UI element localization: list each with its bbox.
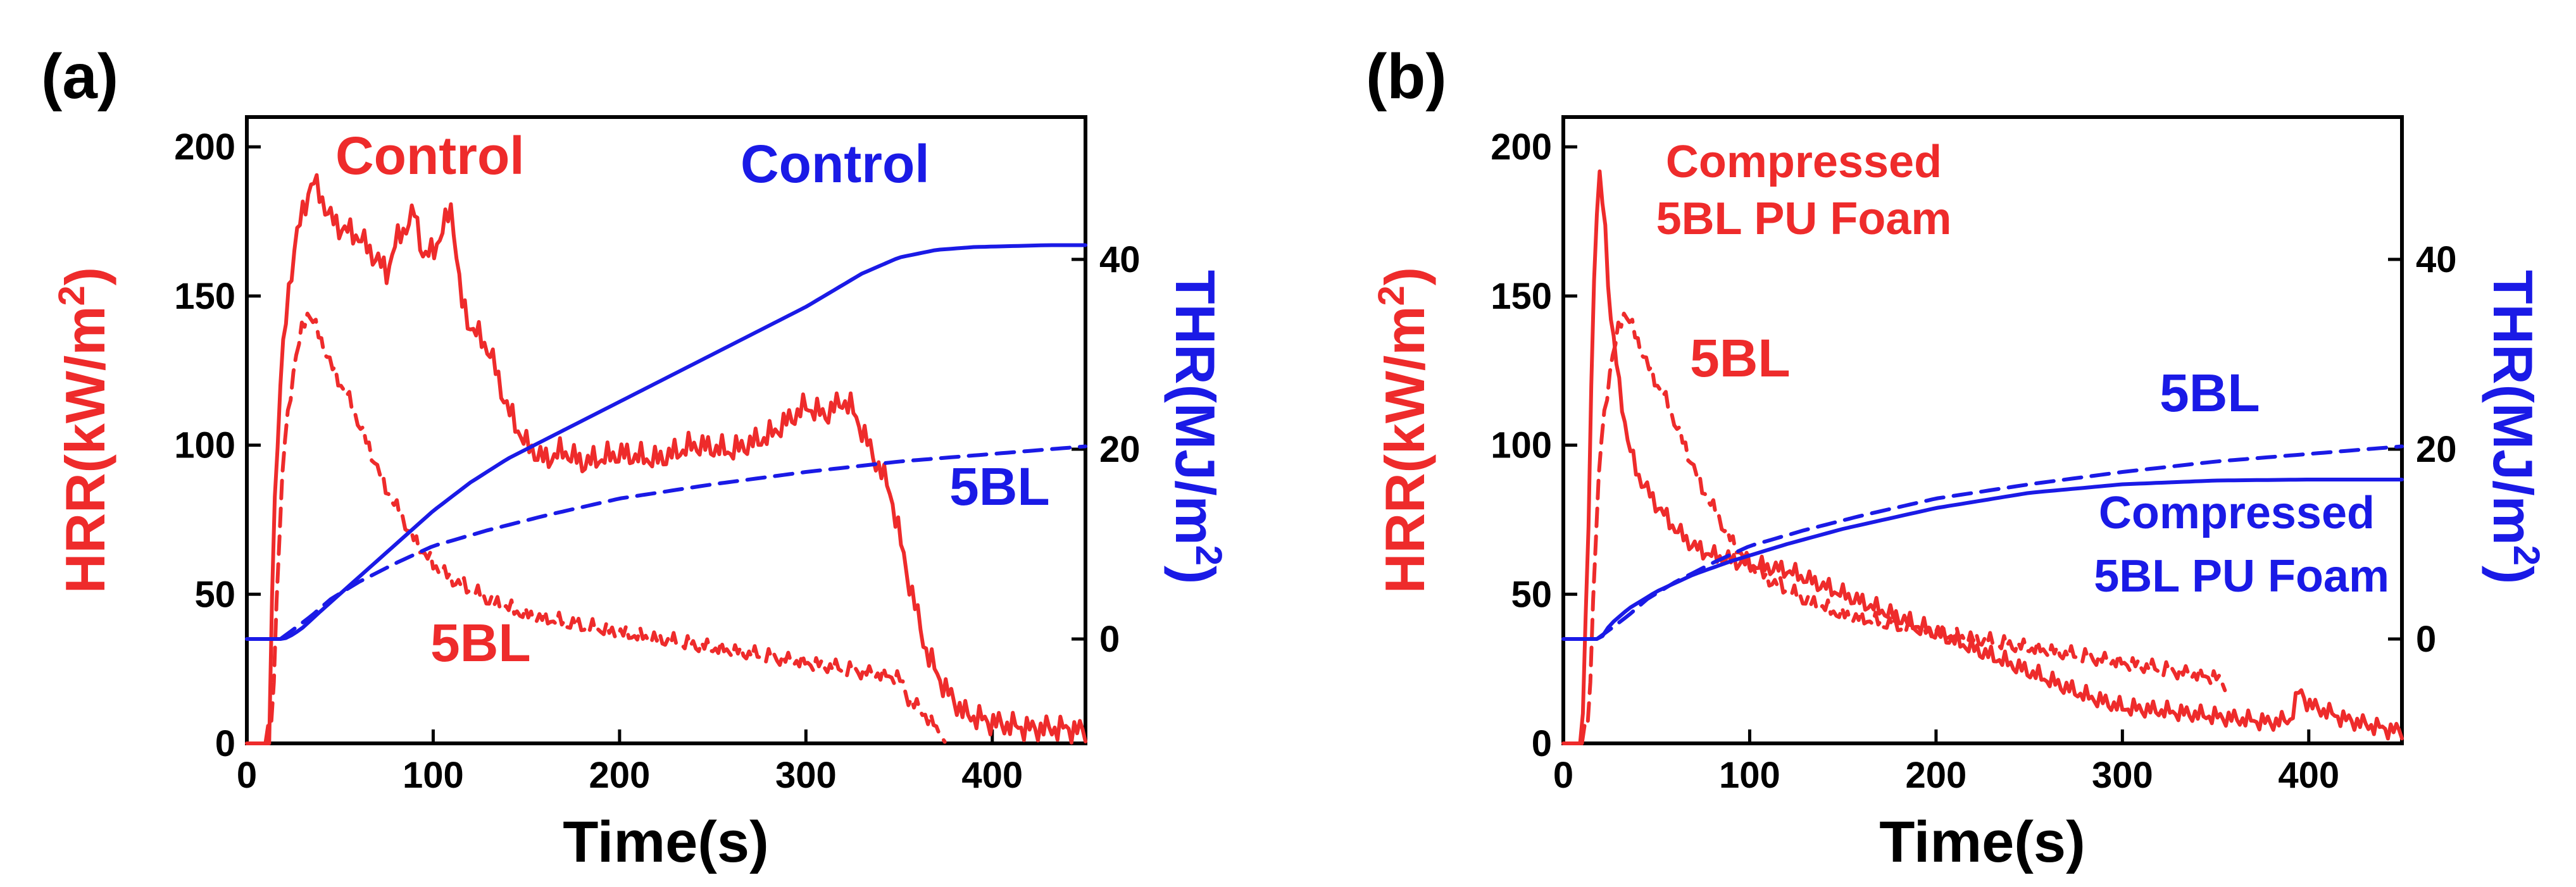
panel-a-left-ylabel-close: )	[54, 267, 116, 285]
panel-a-series-left-solid	[245, 173, 1087, 745]
panel-b-chart: (b) 0 100 200 300 400 0 50 100 150 200 0 20 40 Tim…	[1366, 41, 2547, 874]
panel-a-left-y-axis: 0 50 100 150 200	[174, 127, 261, 764]
panel-b-x-tick-label: 0	[1553, 755, 1573, 796]
panel-b-series	[1561, 169, 2404, 745]
panel-b-x-axis: 0 100 200 300 400	[1553, 729, 2339, 796]
panel-a-annotation-control-thr: Control	[741, 134, 930, 194]
panel-a-x-axis: 0 100 200 300 400	[237, 729, 1023, 796]
panel-a-left-tick-label: 100	[174, 425, 235, 466]
panel-a-left-tick-label: 0	[215, 723, 235, 764]
panel-b-right-tick-label: 20	[2416, 429, 2457, 470]
panel-a-right-y-axis: 0 20 40	[1072, 239, 1141, 660]
panel-b-annotation-5bl-hrr: 5BL	[1690, 328, 1791, 388]
panel-a-annotation-control-hrr: Control	[335, 126, 525, 185]
panel-b-annotation-compressed-hrr-line1: Compressed	[1666, 137, 1942, 187]
panel-a-right-tick-label: 0	[1099, 619, 1120, 660]
panel-b-right-tick-label: 40	[2416, 239, 2457, 280]
panel-b-left-tick-label: 200	[1491, 127, 1552, 168]
panel-b-annotation-5bl-thr: 5BL	[2160, 363, 2260, 423]
panel-a-plot-frame	[245, 115, 1087, 745]
panel-b-left-y-axis-label: HRR(kW/m2)	[1371, 267, 1436, 593]
panel-a-x-tick-label: 200	[589, 755, 650, 796]
panel-b-x-axis-label: Time(s)	[1879, 810, 2085, 874]
panel-b-series-left-solid	[1561, 169, 2404, 745]
panel-a-right-ylabel-close: )	[1164, 566, 1227, 584]
panel-a-x-tick-label: 100	[403, 755, 464, 796]
panel-a-left-tick-label: 200	[174, 127, 235, 168]
panel-b-series-right-solid	[1561, 478, 2404, 641]
panel-a-right-y-axis-label: THR(MJ/m2)	[1164, 270, 1229, 585]
panel-a-x-tick-label: 300	[775, 755, 837, 796]
panel-b-x-tick-label: 400	[2278, 755, 2339, 796]
panel-b-left-tick-label: 150	[1491, 276, 1552, 317]
panel-a-right-tick-label: 40	[1099, 239, 1141, 280]
panel-b-right-y-axis: 0 20 40	[2388, 239, 2457, 660]
panel-b-left-tick-label: 100	[1491, 425, 1552, 466]
panel-b-right-tick-label: 0	[2416, 619, 2436, 660]
panel-b-left-ylabel-base: HRR(kW/m	[1373, 306, 1436, 593]
panel-a-right-ylabel-sup: 2	[1188, 545, 1229, 566]
panel-a-x-axis-label: Time(s)	[563, 810, 769, 874]
panel-b-series-right-dashed	[1595, 444, 2404, 641]
panel-a-left-tick-label: 150	[174, 276, 235, 317]
panel-b-left-ylabel-sup: 2	[1371, 285, 1412, 306]
panel-a-left-ylabel-sup: 2	[51, 285, 92, 306]
panel-a-label: (a)	[41, 41, 118, 112]
panel-a-series-left-dashed	[263, 311, 947, 745]
panel-a-chart: (a) 0 100 200 300 400 0 50 100 150 200 0 20 40 Tim…	[41, 41, 1229, 874]
panel-a-left-ylabel-base: HRR(kW/m	[54, 306, 116, 593]
panel-b-x-tick-label: 200	[1905, 755, 1966, 796]
panel-a-series-right-dashed	[278, 444, 1087, 641]
panel-a-left-y-axis-label: HRR(kW/m2)	[51, 267, 116, 593]
panel-b-label: (b)	[1366, 41, 1447, 112]
panel-a-x-tick-label: 400	[961, 755, 1023, 796]
panel-a-annotation-5bl-thr: 5BL	[949, 457, 1050, 516]
panel-b-annotation-compressed-thr-line1: Compressed	[2099, 488, 2375, 538]
panel-b-right-ylabel-sup: 2	[2506, 545, 2547, 566]
panel-b-x-tick-label: 300	[2092, 755, 2153, 796]
panel-b-annotation-compressed-thr-line2: 5BL PU Foam	[2094, 551, 2389, 602]
panel-b-left-ylabel-close: )	[1373, 267, 1436, 285]
panel-a-left-tick-label: 50	[194, 574, 235, 615]
panel-b-left-tick-label: 50	[1511, 574, 1552, 615]
panel-a-annotation-5bl-hrr: 5BL	[430, 613, 531, 673]
panel-b-annotation-compressed-hrr-line2: 5BL PU Foam	[1656, 194, 1952, 244]
panel-a-series	[245, 173, 1087, 745]
panel-a-right-ylabel-base: THR(MJ/m	[1164, 270, 1227, 545]
panel-b-right-ylabel-base: THR(MJ/m	[2482, 270, 2544, 545]
panel-b-right-y-axis-label: THR(MJ/m2)	[2482, 270, 2547, 585]
panel-b-x-tick-label: 100	[1719, 755, 1780, 796]
panel-a-right-tick-label: 20	[1099, 429, 1141, 470]
panel-b-right-ylabel-close: )	[2482, 566, 2544, 584]
panel-b-plot-frame	[1561, 115, 2404, 745]
panel-a-x-tick-label: 0	[237, 755, 257, 796]
panel-a-series-right-solid	[245, 243, 1087, 641]
panel-b-series-left-dashed	[1580, 311, 2227, 745]
panel-b-left-tick-label: 0	[1532, 723, 1552, 764]
